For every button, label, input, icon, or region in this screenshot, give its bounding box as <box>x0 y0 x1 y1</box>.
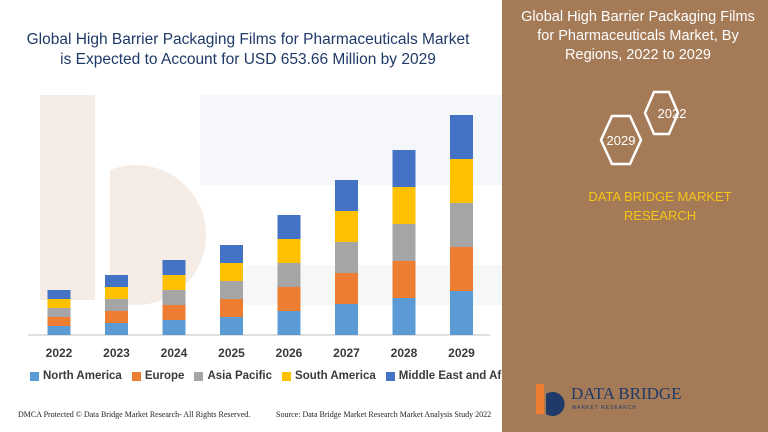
year-hexagons: 2022 2029 <box>599 90 687 166</box>
legend-item: Middle East and Africa <box>385 370 522 382</box>
logo-bar <box>536 384 544 414</box>
bar-segment-2029-1 <box>450 247 473 291</box>
bar-segment-2024-1 <box>162 305 186 320</box>
logo-arc <box>546 392 565 416</box>
source-note: Source: Data Bridge Market Research Mark… <box>276 410 492 419</box>
panel-title: Global High Barrier Packaging Films for … <box>510 8 766 65</box>
bar-segment-2024-3 <box>162 275 186 290</box>
x-tick-label: 2029 <box>448 346 475 360</box>
bar-segment-2028-0 <box>392 298 416 335</box>
bar-segment-2022-3 <box>47 299 71 308</box>
bar-segment-2029-2 <box>450 203 473 247</box>
bar-segment-2022-0 <box>47 326 71 335</box>
bar-segment-2023-1 <box>105 311 128 323</box>
bar-segment-2024-0 <box>162 320 186 335</box>
legend-item: North America <box>30 370 122 382</box>
legend-swatch <box>385 371 395 381</box>
legend-label: Europe <box>144 370 185 382</box>
brand-line-2: RESEARCH <box>623 208 697 223</box>
bar-segment-2023-4 <box>105 275 128 287</box>
bar-segment-2028-1 <box>392 261 416 298</box>
bar-segment-2028-3 <box>392 187 416 224</box>
legend-swatch <box>30 371 39 381</box>
legend-swatch <box>194 371 204 381</box>
bar-segment-2027-3 <box>335 211 358 242</box>
bar-segment-2022-1 <box>47 317 71 326</box>
x-tick-label: 2024 <box>161 346 188 360</box>
bar-segment-2029-4 <box>450 115 473 159</box>
hex-label-2029: 2029 <box>607 133 636 148</box>
hex-label-2022: 2022 <box>658 106 687 121</box>
logo-subtext: MARKET RESEARCH <box>572 405 637 411</box>
panel-title-line-2: for Pharmaceuticals Market, By <box>537 28 739 44</box>
chart-legend: North America Europe Asia Pacific South Ame… <box>30 370 522 382</box>
bar-segment-2026-3 <box>277 239 301 263</box>
bar-segment-2028-2 <box>392 224 416 261</box>
bar-segment-2022-4 <box>47 290 71 299</box>
x-tick-label: 2023 <box>103 346 130 360</box>
legend-label: North America <box>43 370 122 382</box>
x-tick-label: 2022 <box>46 346 73 360</box>
stacked-bar-chart: 2022 2023 2024 2025 2026 2027 2028 2029 <box>28 115 490 360</box>
bar-segment-2027-1 <box>335 273 358 304</box>
legend-label: Asia Pacific <box>207 370 273 382</box>
bar-segment-2025-0 <box>220 317 243 335</box>
x-tick-label: 2028 <box>391 346 418 360</box>
x-tick-label: 2025 <box>218 346 245 360</box>
panel-title-line-3: Regions, 2022 to 2029 <box>565 47 711 63</box>
bar-segment-2025-4 <box>220 245 243 263</box>
bar-segment-2024-2 <box>162 290 186 305</box>
legend-swatch <box>282 371 292 381</box>
x-tick-label: 2026 <box>276 346 303 360</box>
chart-title: Global High Barrier Packaging Films for … <box>18 30 478 70</box>
legend-swatch <box>131 371 141 381</box>
chart-title-line-2: is Expected to Account for USD 653.66 Mi… <box>60 51 436 68</box>
bar-segment-2027-2 <box>335 242 358 273</box>
x-tick-label: 2027 <box>333 346 360 360</box>
bar-segment-2022-2 <box>47 308 71 317</box>
legend-label: Middle East and Africa <box>398 370 522 382</box>
bar-segment-2028-4 <box>392 150 416 187</box>
bar-segment-2026-1 <box>277 287 301 311</box>
legend-item: Europe <box>131 370 185 382</box>
copyright-note: DMCA Protected © Data Bridge Market Rese… <box>18 410 251 419</box>
bar-segment-2025-1 <box>220 299 243 317</box>
bar-segment-2023-0 <box>105 323 128 335</box>
brand-name: DATA BRIDGE MARKET RESEARCH <box>580 187 740 225</box>
hexagon-2022 <box>643 90 680 136</box>
bar-segment-2024-4 <box>162 260 186 275</box>
brand-line-1: DATA BRIDGE MARKET <box>588 189 732 204</box>
chart-title-line-1: Global High Barrier Packaging Films for … <box>26 31 470 48</box>
bar-segment-2025-3 <box>220 263 243 281</box>
hexagon-2029 <box>599 114 643 166</box>
side-panel <box>502 0 768 432</box>
legend-item: South America <box>282 370 376 382</box>
watermark-logo <box>40 95 206 305</box>
bar-segment-2023-3 <box>105 287 128 299</box>
legend-item: Asia Pacific <box>194 370 272 382</box>
legend-label: South America <box>295 370 376 382</box>
bar-segment-2023-2 <box>105 299 128 311</box>
bar-segment-2026-4 <box>277 215 301 239</box>
bar-segment-2027-4 <box>335 180 358 211</box>
bar-segment-2029-3 <box>450 159 473 203</box>
bar-segment-2029-0 <box>450 291 473 335</box>
bar-segment-2027-0 <box>335 304 358 335</box>
logo-text: DATA BRIDGE <box>571 384 682 403</box>
logo-icon <box>536 384 565 416</box>
bar-segment-2026-0 <box>277 311 301 335</box>
bar-segment-2025-2 <box>220 281 243 299</box>
panel-title-line-1: Global High Barrier Packaging Films <box>521 9 755 25</box>
bar-segment-2026-2 <box>277 263 301 287</box>
